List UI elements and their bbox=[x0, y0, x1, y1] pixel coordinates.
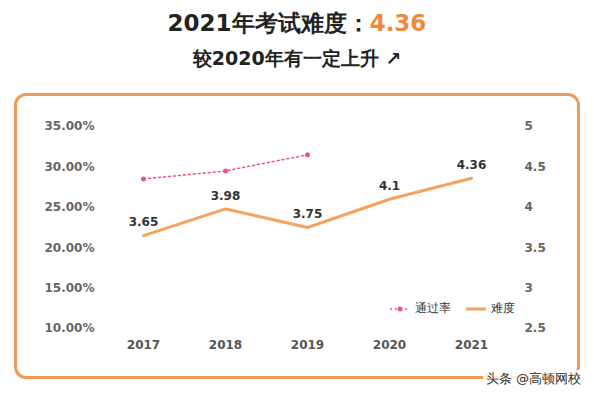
svg-text:2019: 2019 bbox=[291, 338, 324, 352]
svg-text:5: 5 bbox=[525, 119, 533, 133]
svg-text:2020: 2020 bbox=[373, 338, 406, 352]
svg-text:4: 4 bbox=[525, 200, 533, 214]
svg-text:2.5: 2.5 bbox=[525, 321, 546, 335]
svg-text:30.00%: 30.00% bbox=[45, 160, 95, 174]
svg-text:2018: 2018 bbox=[209, 338, 242, 352]
svg-text:3.98: 3.98 bbox=[211, 189, 241, 203]
html-text:难度: 难度 bbox=[491, 301, 515, 315]
svg-text:20.00%: 20.00% bbox=[45, 241, 95, 255]
svg-text:3.5: 3.5 bbox=[525, 241, 546, 255]
svg-text:4.36: 4.36 bbox=[457, 158, 487, 172]
svg-text:25.00%: 25.00% bbox=[45, 200, 95, 214]
svg-text:4.1: 4.1 bbox=[379, 179, 400, 193]
svg-text:4.5: 4.5 bbox=[525, 160, 546, 174]
svg-text:35.00%: 35.00% bbox=[45, 119, 95, 133]
html-text:通过率: 通过率 bbox=[415, 301, 451, 315]
svg-text:3.75: 3.75 bbox=[293, 207, 323, 221]
html-text:较2020年有一定上升 ↗: 较2020年有一定上升 ↗ bbox=[192, 47, 402, 69]
svg-text:10.00%: 10.00% bbox=[45, 321, 95, 335]
html-text:头条 @高顿网校: 头条 @高顿网校 bbox=[485, 371, 581, 386]
svg-text:2017: 2017 bbox=[127, 338, 160, 352]
svg-text:2021: 2021 bbox=[455, 338, 488, 352]
svg-text:15.00%: 15.00% bbox=[45, 281, 95, 295]
svg-text:3: 3 bbox=[525, 281, 533, 295]
svg-text:3.65: 3.65 bbox=[129, 215, 159, 229]
html-text:2021年考试难度：4.36: 2021年考试难度：4.36 bbox=[167, 10, 427, 36]
